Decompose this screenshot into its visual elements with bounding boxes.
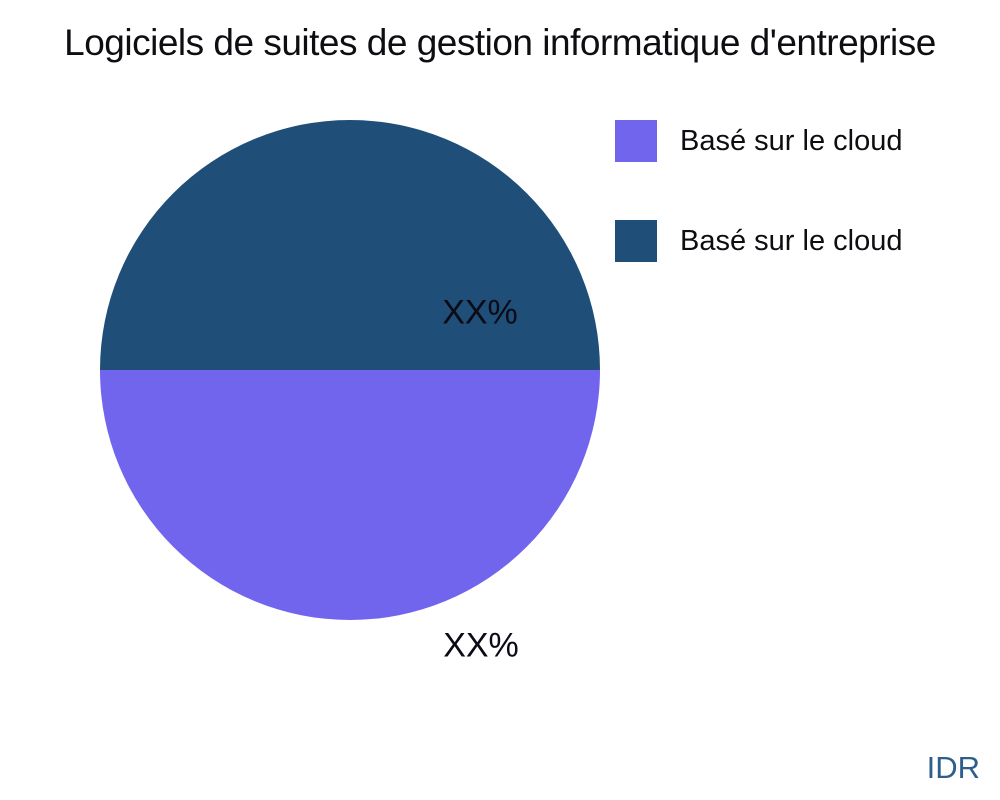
pie-slice-top-half: [100, 120, 600, 370]
legend-label: Basé sur le cloud: [680, 224, 903, 257]
legend-swatch-purple: [615, 120, 657, 162]
legend: Basé sur le cloud Basé sur le cloud: [615, 120, 902, 262]
pie-slice-bottom-half: [100, 370, 600, 620]
legend-row-cloud-purple: Basé sur le cloud: [615, 120, 902, 162]
pie-chart: XX% XX%: [100, 120, 600, 665]
pie-svg: [100, 120, 600, 620]
legend-label: Basé sur le cloud: [680, 124, 903, 157]
chart-title: Logiciels de suites de gestion informati…: [64, 22, 936, 63]
legend-row-cloud-darkblue: Basé sur le cloud: [615, 220, 902, 262]
slice-label-top: XX%: [442, 293, 518, 332]
watermark-idr: IDR: [926, 750, 980, 785]
legend-swatch-darkblue: [615, 220, 657, 262]
slice-label-bottom: XX%: [443, 626, 519, 665]
